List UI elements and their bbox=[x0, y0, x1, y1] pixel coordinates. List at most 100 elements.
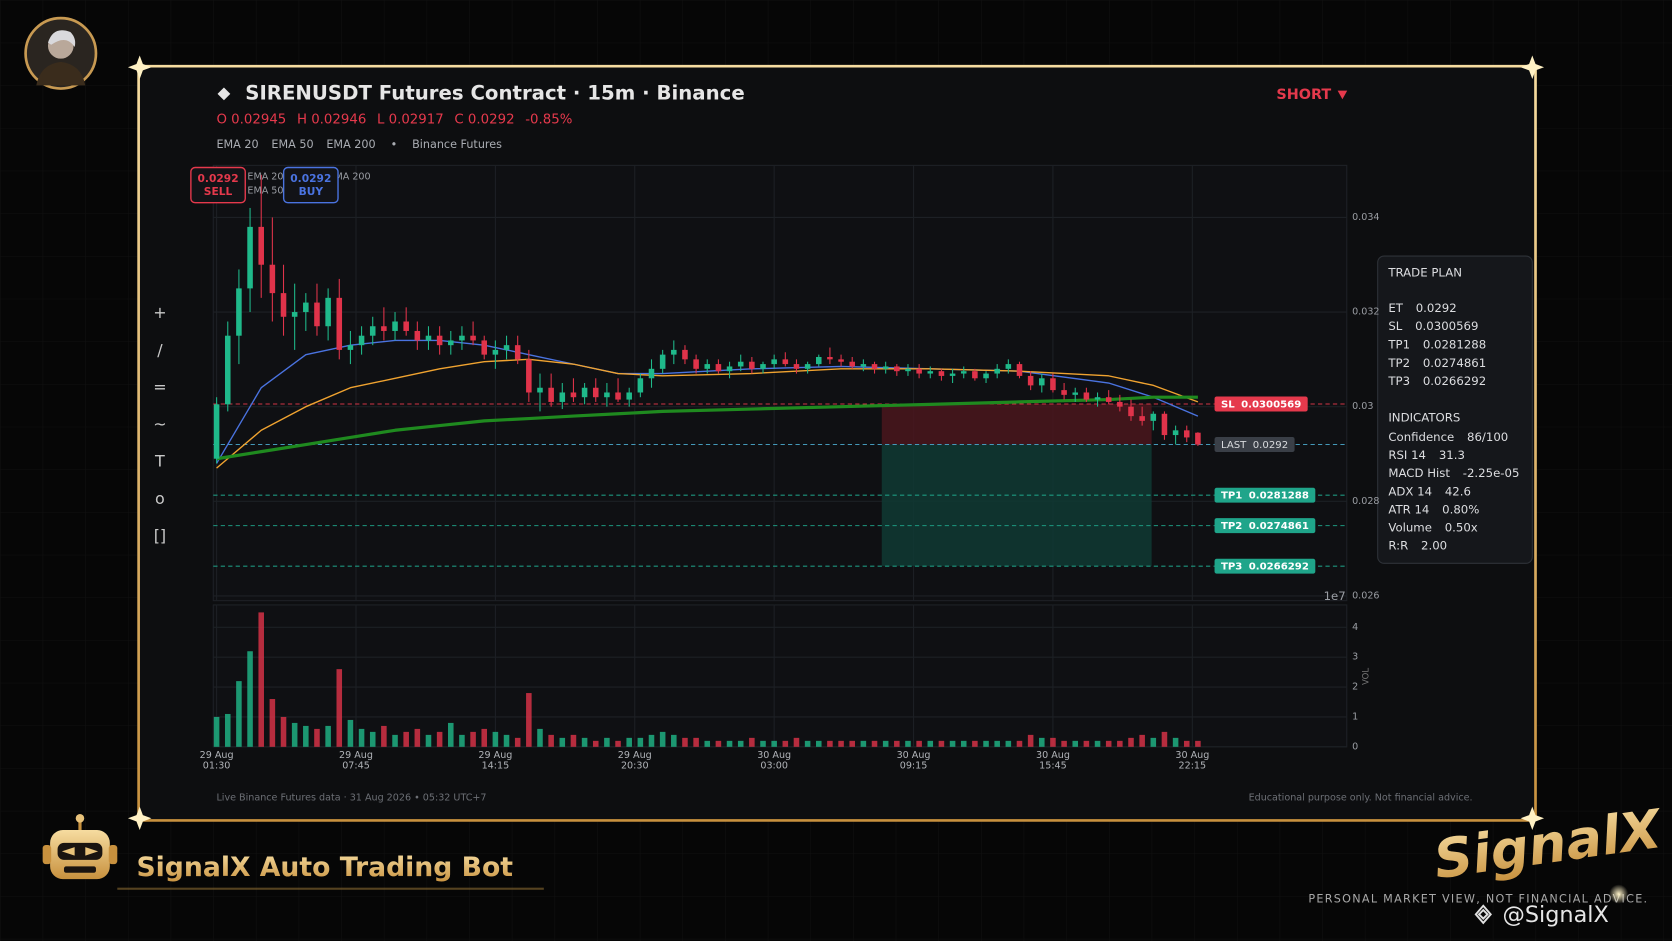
volume-bar bbox=[715, 740, 722, 747]
plan-label: SL bbox=[1388, 319, 1402, 333]
plan-label: ATR 14 bbox=[1388, 502, 1429, 516]
frame-sparkles bbox=[127, 55, 1545, 831]
volume-bar bbox=[1172, 737, 1179, 747]
x-tick-date: 29 Aug bbox=[200, 750, 234, 761]
plan-label: TP1 bbox=[1387, 338, 1410, 352]
level-badge-box bbox=[1214, 437, 1295, 452]
volume-bar bbox=[258, 612, 264, 747]
volume-bar bbox=[994, 740, 1000, 747]
candle-body bbox=[927, 371, 934, 374]
x-tick-date: 30 Aug bbox=[897, 750, 931, 761]
x-tick-time: 22:15 bbox=[1179, 761, 1207, 772]
volume-bar bbox=[1027, 734, 1034, 747]
plan-label: MACD Hist bbox=[1388, 466, 1450, 480]
plan-label: RSI 14 bbox=[1388, 448, 1426, 462]
x-tick-time: 15:45 bbox=[1039, 761, 1067, 772]
volume-bar bbox=[459, 734, 465, 747]
level-badge: TP3 0.0266292 bbox=[1214, 558, 1316, 574]
tool-button[interactable]: [] bbox=[154, 526, 166, 545]
legend-separator: • bbox=[391, 138, 398, 151]
volume-bar bbox=[581, 737, 588, 747]
level-badge-box bbox=[1214, 518, 1316, 534]
candle-body bbox=[1050, 378, 1056, 391]
volume-bar bbox=[436, 731, 443, 747]
volume-bar bbox=[1072, 740, 1079, 747]
plan-label: R:R bbox=[1388, 539, 1408, 553]
volume-bar bbox=[492, 731, 499, 747]
tool-button[interactable]: + bbox=[153, 303, 166, 322]
volume-bar bbox=[804, 740, 811, 747]
candle-body bbox=[1195, 432, 1201, 445]
volume-pane bbox=[212, 604, 1348, 748]
candle-body bbox=[314, 302, 320, 327]
tool-button[interactable]: = bbox=[153, 377, 166, 396]
volume-bar bbox=[358, 728, 365, 747]
volume-bar bbox=[1183, 740, 1190, 747]
x-tick-time: 03:00 bbox=[760, 761, 788, 772]
volume-bar bbox=[604, 737, 610, 747]
volume-bar bbox=[224, 713, 231, 747]
plan-value: 31.3 bbox=[1439, 448, 1465, 462]
volume-bar bbox=[1094, 740, 1101, 747]
level-value: 0.0292 bbox=[1253, 440, 1288, 451]
candle-body bbox=[972, 371, 978, 379]
candle-body bbox=[303, 302, 309, 313]
candle-body bbox=[1094, 397, 1101, 400]
volume-bar bbox=[503, 734, 510, 747]
x-tick-date: 30 Aug bbox=[1036, 750, 1070, 761]
tool-button[interactable]: ~ bbox=[153, 415, 166, 434]
volume-bar bbox=[938, 740, 945, 747]
candle-body bbox=[213, 404, 220, 459]
volume-bar bbox=[648, 734, 655, 747]
candle-body bbox=[637, 378, 644, 393]
volume-bar bbox=[860, 740, 867, 747]
volume-bar bbox=[1161, 731, 1168, 747]
volume-bar bbox=[537, 728, 543, 747]
level-badge: SL 0.0300569 bbox=[1214, 396, 1308, 412]
candle-body bbox=[1072, 392, 1079, 395]
level-badge-box bbox=[1214, 558, 1316, 574]
level-badge: TP2 0.0274861 bbox=[1214, 518, 1316, 534]
volume-bar bbox=[1117, 740, 1123, 747]
candle-body bbox=[849, 361, 855, 367]
trade-plan-panel bbox=[1377, 255, 1533, 564]
tool-button[interactable]: o bbox=[155, 489, 165, 508]
side-arrow bbox=[1337, 90, 1348, 100]
candle-body bbox=[1150, 413, 1157, 421]
volume-bar bbox=[236, 681, 242, 747]
signal-price: 0.0292 bbox=[290, 172, 331, 185]
volume-bar bbox=[659, 731, 666, 747]
candle-body bbox=[1128, 406, 1134, 417]
volume-bar bbox=[671, 734, 677, 747]
volume-bar bbox=[760, 740, 766, 747]
volume-bar bbox=[1105, 740, 1112, 747]
level-name: TP2 bbox=[1221, 521, 1242, 532]
candle-body bbox=[871, 364, 878, 369]
candle-body bbox=[236, 288, 242, 336]
volume-bar bbox=[1150, 737, 1157, 747]
candle-body bbox=[949, 373, 956, 376]
volume-bar bbox=[626, 737, 632, 747]
tool-button[interactable]: T bbox=[154, 452, 165, 471]
indicators-title: INDICATORS bbox=[1388, 411, 1460, 425]
x-tick-date: 30 Aug bbox=[1175, 750, 1209, 761]
x-tick-time: 20:30 bbox=[621, 761, 649, 772]
candle-body bbox=[336, 297, 343, 350]
candle-body bbox=[548, 387, 554, 402]
ema-line bbox=[216, 395, 1198, 461]
volume-bar bbox=[280, 716, 287, 747]
tool-button[interactable]: / bbox=[157, 340, 163, 359]
volume-bar bbox=[704, 740, 711, 747]
x-tick-time: 14:15 bbox=[482, 761, 510, 772]
volume-bar bbox=[871, 740, 878, 747]
y-tick-label: 0.032 bbox=[1352, 307, 1379, 318]
plan-value: 0.50x bbox=[1445, 521, 1478, 535]
x-tick-date: 29 Aug bbox=[618, 750, 652, 761]
candle-body bbox=[938, 371, 945, 376]
candle-body bbox=[559, 392, 566, 402]
x-tick-date: 29 Aug bbox=[478, 750, 512, 761]
candle-body bbox=[894, 366, 900, 372]
overlay-legend: EMA 50 bbox=[247, 185, 283, 196]
x-tick-time: 09:15 bbox=[900, 761, 928, 772]
candle-body bbox=[470, 335, 476, 341]
